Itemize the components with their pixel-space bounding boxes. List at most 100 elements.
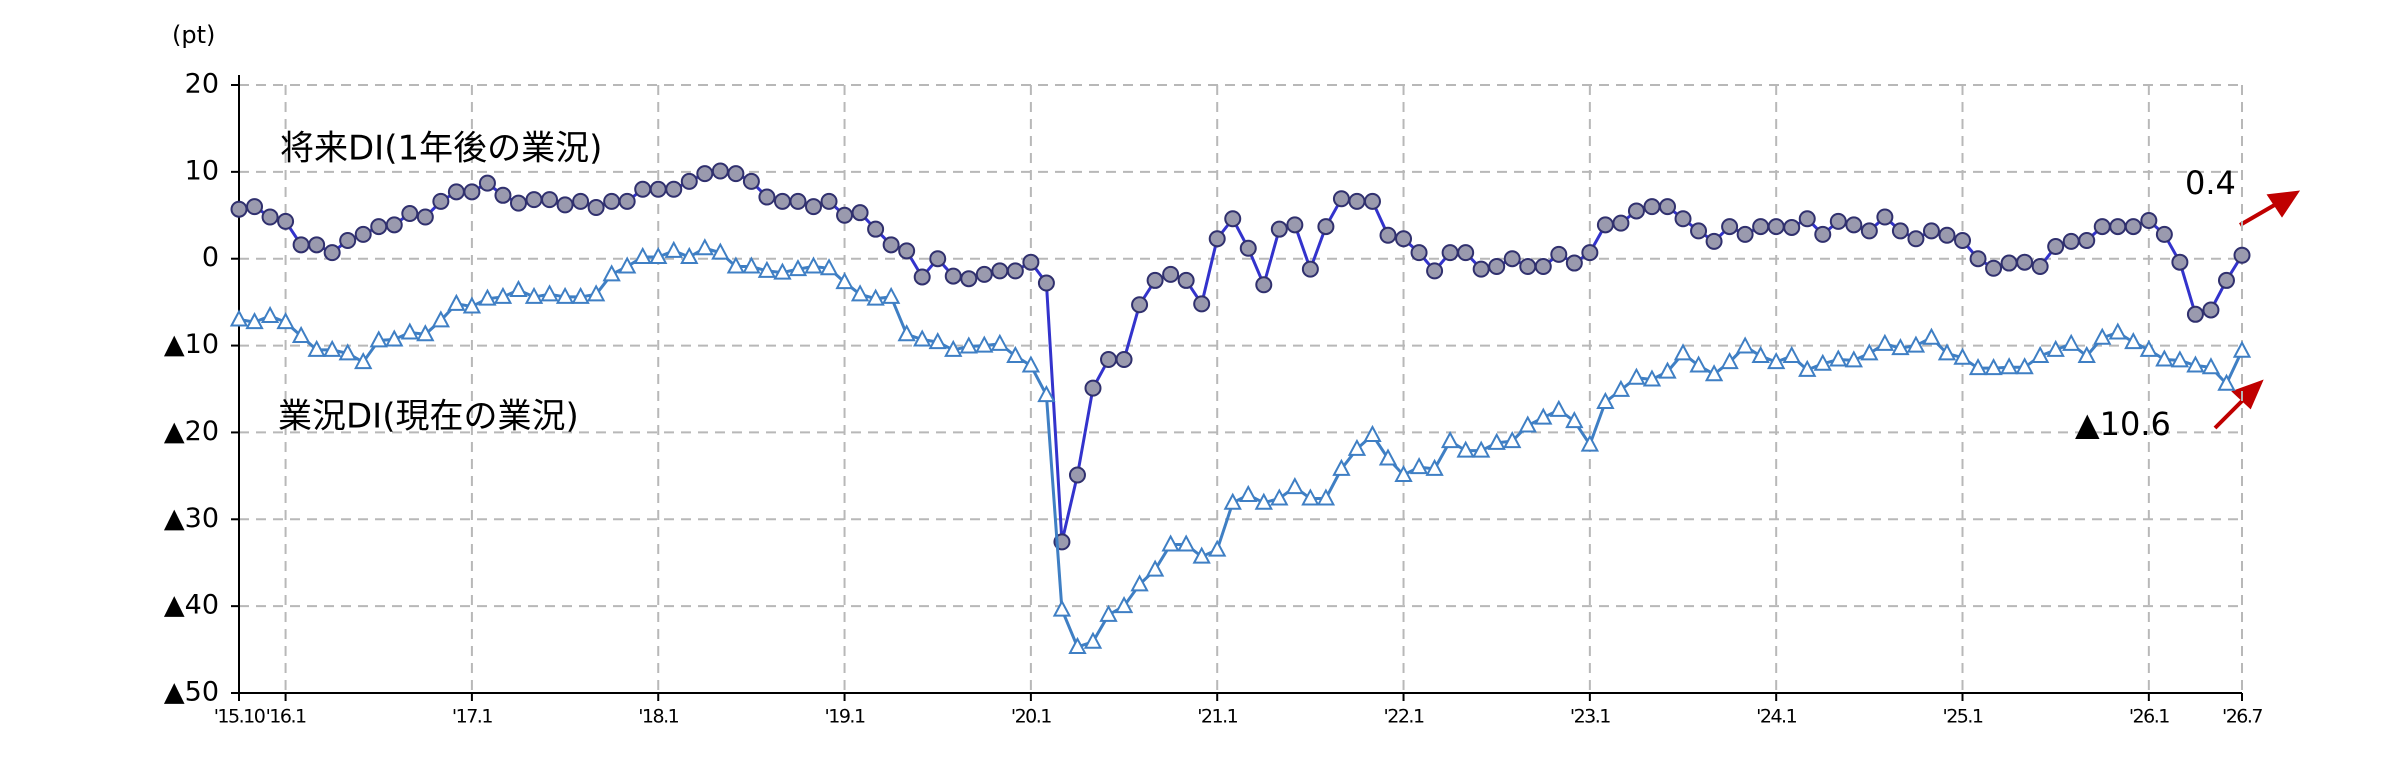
marker [1922,327,1941,345]
marker [587,198,605,216]
marker [1798,210,1816,228]
marker [1907,230,1925,248]
marker [742,172,760,190]
marker [416,208,434,226]
marker [1317,218,1335,236]
marker [1550,245,1568,263]
marker [1410,244,1428,262]
marker [354,225,372,243]
marker [1751,345,1770,363]
marker [1674,210,1692,228]
y-tick-label: 10 [185,155,219,186]
marker [2232,340,2252,358]
marker [1115,350,1133,368]
marker [805,198,823,216]
marker [618,256,637,274]
marker [339,231,357,249]
marker [1068,636,1087,654]
marker [680,172,698,190]
marker [727,165,745,183]
marker [711,162,729,180]
marker [478,174,496,192]
marker [2171,253,2189,271]
marker [462,296,482,314]
marker [2108,322,2127,340]
marker [2139,339,2159,357]
marker [603,192,621,210]
marker [1316,488,1336,506]
marker [1363,424,1382,443]
marker [1782,345,1801,363]
marker [1906,335,1926,353]
marker [2170,350,2190,368]
marker [1969,250,1987,268]
x-tick-label: '18.1 [638,706,678,728]
marker [2217,271,2235,289]
marker [2186,305,2204,323]
marker [1658,198,1676,216]
x-tick-label: '23.1 [1570,706,1610,728]
marker [555,286,575,304]
arrowhead [2266,190,2301,218]
x-tick-label: '25.1 [1942,706,1982,728]
marker [1767,218,1785,236]
marker [1378,448,1398,466]
marker [494,186,512,204]
marker [1394,464,1413,482]
marker [2155,349,2174,367]
marker [1813,353,1832,371]
marker [1860,343,1879,361]
marker [385,216,403,234]
marker [1985,259,2003,277]
marker [277,212,295,230]
marker [541,191,559,209]
arrow-up [2213,396,2247,430]
marker [897,324,916,342]
y-tick-label: 0 [202,242,219,273]
marker [2015,357,2034,375]
marker [1581,244,1599,262]
marker [1084,379,1102,397]
marker [1395,230,1413,248]
marker [2217,373,2236,391]
marker [2031,258,2049,276]
marker [1285,477,1305,495]
marker [618,192,636,210]
marker [1829,349,1848,367]
marker [1347,438,1367,456]
marker [556,196,574,214]
marker [2124,218,2142,236]
marker [991,262,1009,280]
marker [2233,246,2251,264]
y-tick-label: ▲30 [164,503,219,534]
marker [2062,232,2080,250]
marker [2016,253,2034,271]
marker [400,322,419,340]
marker [835,272,854,290]
marker [1642,369,1662,387]
marker [586,284,606,302]
marker [2077,345,2096,363]
marker [2201,357,2221,375]
marker [1083,631,1103,649]
marker [431,310,451,328]
marker [2047,238,2065,256]
marker [1938,226,1956,244]
marker [975,265,993,283]
marker [1440,430,1460,449]
marker [1145,559,1165,577]
marker [1224,210,1242,228]
y-unit: (pt) [172,21,215,49]
marker [571,286,590,304]
marker [1239,484,1258,502]
marker [1472,260,1490,278]
series-line [238,246,2244,649]
marker [1767,351,1786,370]
marker [261,208,279,226]
marker [649,246,668,264]
marker [1487,432,1506,450]
marker [1286,216,1304,234]
marker [1208,539,1227,557]
